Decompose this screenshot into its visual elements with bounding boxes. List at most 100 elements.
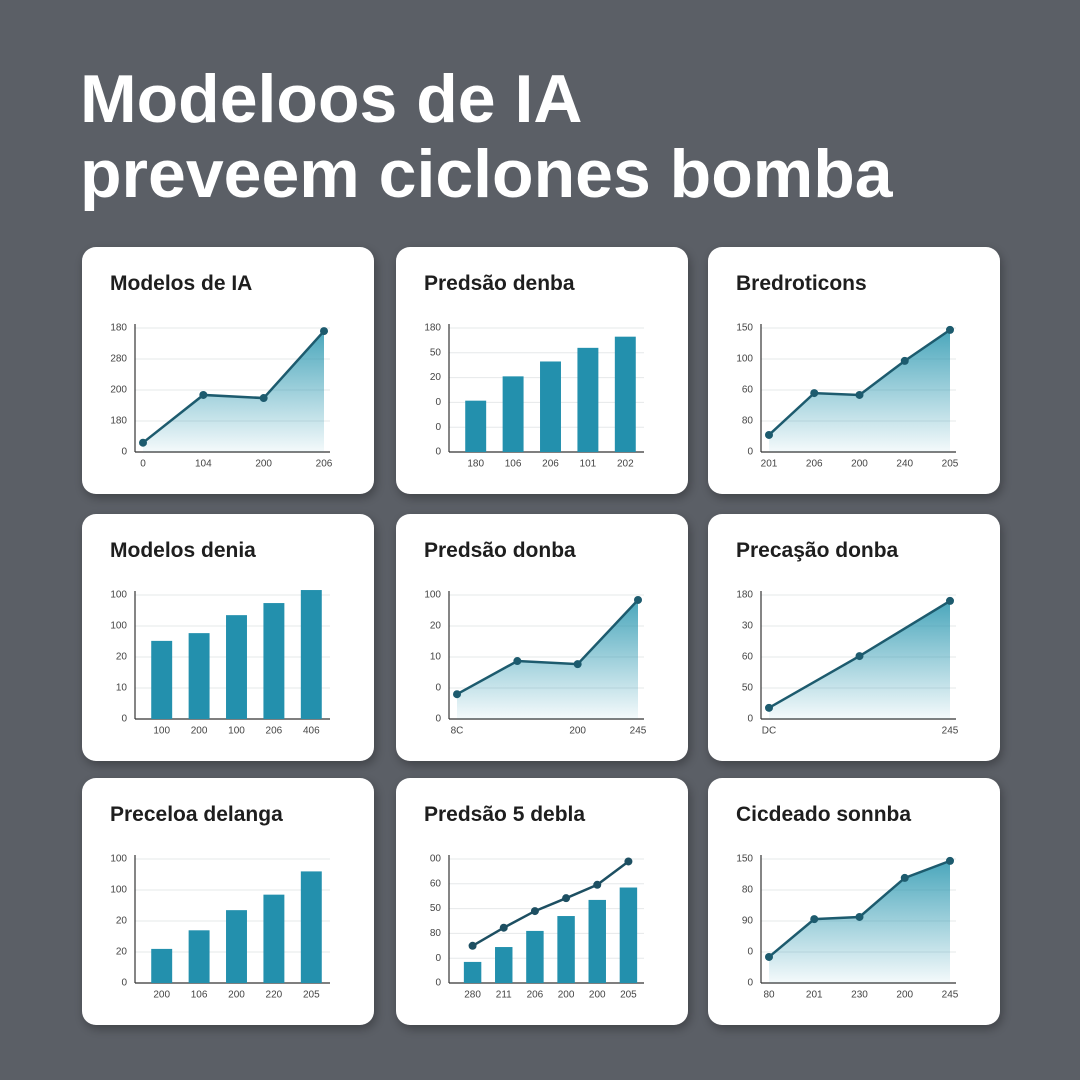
bar bbox=[465, 400, 487, 452]
bar bbox=[263, 603, 285, 719]
y-tick-label: 90 bbox=[742, 916, 754, 927]
x-tick-label: 200 bbox=[896, 990, 913, 1001]
bar bbox=[502, 376, 524, 452]
x-tick-label: 80 bbox=[763, 990, 775, 1001]
x-tick-label: 206 bbox=[806, 459, 823, 470]
x-tick-label: 230 bbox=[851, 990, 868, 1001]
chart-title: Modelos denia bbox=[110, 539, 256, 562]
point bbox=[855, 390, 864, 399]
chart-title: Predsão denba bbox=[424, 272, 575, 295]
y-tick-label: 0 bbox=[435, 714, 441, 725]
y-tick-label: 0 bbox=[435, 683, 441, 694]
bar bbox=[577, 347, 599, 452]
point bbox=[573, 660, 582, 669]
x-tick-label: DC bbox=[762, 726, 776, 737]
y-tick-label: 100 bbox=[424, 590, 441, 601]
y-tick-label: 280 bbox=[110, 354, 127, 365]
bar bbox=[300, 871, 322, 983]
y-tick-label: 50 bbox=[742, 683, 754, 694]
y-tick-label: 0 bbox=[435, 953, 441, 964]
point bbox=[320, 327, 328, 336]
chart-card: Predsão denba 0 0 0 20 50 180 180 106 206 101 202 bbox=[396, 247, 688, 494]
point bbox=[624, 857, 633, 866]
y-tick-label: 20 bbox=[430, 621, 442, 632]
x-tick-label: 245 bbox=[942, 990, 959, 1001]
chart-title: Modelos de IA bbox=[110, 272, 252, 295]
y-tick-label: 0 bbox=[121, 447, 127, 458]
bar bbox=[540, 361, 561, 452]
y-tick-label: 80 bbox=[742, 416, 754, 427]
x-tick-label: 205 bbox=[942, 459, 959, 470]
chart-card: Modelos denia 0 10 20 100 100 100 200 100 206 406 bbox=[82, 514, 374, 761]
y-tick-label: 100 bbox=[110, 854, 127, 865]
x-tick-label: 106 bbox=[191, 990, 208, 1001]
y-tick-label: 180 bbox=[110, 416, 127, 427]
y-tick-label: 0 bbox=[435, 978, 441, 989]
bar bbox=[588, 899, 606, 983]
chart-title: Predsão donba bbox=[424, 539, 576, 562]
x-tick-label: 245 bbox=[630, 726, 647, 737]
point bbox=[765, 703, 773, 712]
x-tick-label: 205 bbox=[620, 990, 637, 1001]
bar bbox=[463, 961, 482, 983]
y-tick-label: 00 bbox=[430, 854, 442, 865]
point bbox=[468, 941, 477, 950]
x-tick-label: 200 bbox=[191, 726, 208, 737]
y-tick-label: 150 bbox=[736, 323, 753, 334]
line bbox=[471, 860, 630, 947]
chart-card: Precaşão donba 0 50 60 30 180 DC 245 bbox=[708, 514, 1000, 761]
y-tick-label: 0 bbox=[121, 978, 127, 989]
chart-card: Predsão donba 0 0 10 20 100 8C 200 245 bbox=[396, 514, 688, 761]
point bbox=[946, 856, 954, 865]
point bbox=[810, 389, 819, 398]
x-tick-label: 200 bbox=[851, 459, 868, 470]
chart-title: Cicdeado sonnba bbox=[736, 803, 911, 826]
y-tick-label: 0 bbox=[435, 422, 441, 433]
y-tick-label: 80 bbox=[430, 928, 442, 939]
x-tick-label: 206 bbox=[266, 726, 283, 737]
point bbox=[139, 438, 147, 447]
x-tick-label: 100 bbox=[153, 726, 170, 737]
bar bbox=[614, 336, 636, 452]
point bbox=[855, 652, 864, 661]
y-tick-label: 10 bbox=[116, 683, 128, 694]
x-tick-label: 180 bbox=[467, 459, 484, 470]
y-tick-label: 180 bbox=[736, 590, 753, 601]
x-tick-label: 211 bbox=[496, 990, 512, 1001]
y-tick-label: 50 bbox=[430, 903, 442, 914]
x-tick-label: 104 bbox=[195, 459, 212, 470]
chart-title: Predsão 5 debla bbox=[424, 803, 585, 826]
headline: Modeloos de IA bbox=[80, 61, 582, 137]
point bbox=[530, 907, 539, 916]
chart-title: Precaşão donba bbox=[736, 539, 899, 562]
point bbox=[562, 894, 571, 903]
y-tick-label: 0 bbox=[747, 714, 753, 725]
bar bbox=[226, 910, 247, 983]
y-tick-label: 0 bbox=[435, 447, 441, 458]
x-tick-label: 8C bbox=[451, 726, 464, 737]
line bbox=[456, 599, 639, 696]
x-tick-label: 280 bbox=[464, 990, 481, 1001]
x-tick-label: 206 bbox=[316, 459, 333, 470]
y-tick-label: 100 bbox=[110, 590, 127, 601]
chart-title: Bredroticons bbox=[736, 272, 867, 295]
y-tick-label: 60 bbox=[742, 652, 754, 663]
point bbox=[199, 390, 208, 399]
point bbox=[634, 595, 642, 604]
x-tick-label: 200 bbox=[255, 459, 272, 470]
point bbox=[900, 356, 909, 365]
point bbox=[499, 923, 508, 932]
y-tick-label: 80 bbox=[742, 885, 754, 896]
y-tick-label: 0 bbox=[747, 447, 753, 458]
point bbox=[259, 394, 268, 403]
y-tick-label: 100 bbox=[736, 354, 753, 365]
y-tick-label: 30 bbox=[742, 621, 754, 632]
x-tick-label: 406 bbox=[303, 726, 320, 737]
y-tick-label: 200 bbox=[110, 385, 127, 396]
x-tick-label: 200 bbox=[228, 990, 245, 1001]
x-tick-label: 106 bbox=[505, 459, 522, 470]
bar bbox=[300, 590, 322, 719]
y-tick-label: 50 bbox=[430, 347, 442, 358]
y-tick-label: 20 bbox=[116, 947, 128, 958]
